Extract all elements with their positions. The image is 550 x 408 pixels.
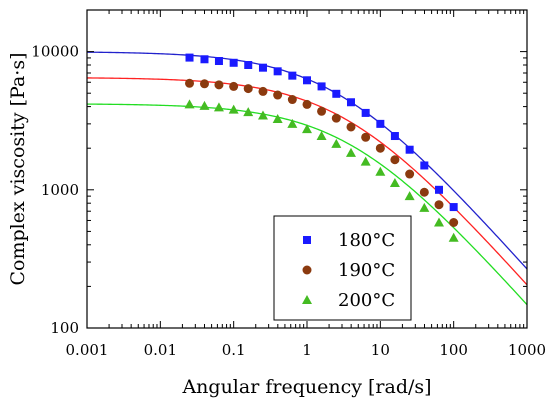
legend-marker: [303, 236, 311, 244]
data-point: [419, 187, 429, 197]
y-tick-labels: 100 1000 10000: [31, 43, 79, 337]
data-point: [405, 169, 415, 179]
data-point: [199, 100, 210, 110]
data-point: [317, 106, 327, 116]
legend: 180°C 190°C 200°C: [273, 215, 412, 321]
data-point: [302, 124, 312, 134]
data-point: [214, 80, 224, 90]
data-point: [243, 84, 253, 94]
data-point: [316, 131, 327, 141]
legend-label: 180°C: [338, 230, 395, 251]
legend-label: 200°C: [338, 290, 395, 311]
data-point: [288, 71, 297, 80]
data-point: [419, 202, 430, 212]
y-tick-label: 100: [50, 319, 79, 337]
data-point: [390, 132, 399, 141]
data-point: [332, 89, 341, 98]
data-point: [448, 232, 459, 242]
data-point: [243, 107, 254, 117]
data-point: [361, 132, 371, 142]
data-point: [229, 58, 238, 67]
x-tick-label: 100: [439, 341, 468, 359]
data-point: [273, 67, 282, 76]
data-point: [199, 79, 209, 89]
data-point: [272, 114, 283, 124]
y-tick-label: 1000: [41, 181, 79, 199]
data-point: [228, 104, 239, 114]
data-point: [389, 177, 400, 187]
data-point: [287, 118, 298, 128]
x-tick-label: 0.001: [66, 341, 109, 359]
data-point: [331, 138, 342, 148]
data-point: [420, 161, 429, 170]
data-markers: [184, 53, 459, 242]
y-axis-label: Complex viscosity [Pa·s]: [7, 53, 29, 286]
data-point: [331, 113, 341, 123]
data-point: [346, 98, 355, 107]
data-point: [346, 122, 356, 132]
data-point: [185, 53, 194, 62]
data-point: [257, 110, 268, 120]
data-point: [390, 155, 400, 165]
data-point: [273, 90, 283, 100]
legend-label: 190°C: [338, 260, 395, 281]
axis-ticks: [86, 9, 528, 329]
data-point: [376, 119, 385, 128]
data-point: [258, 63, 267, 72]
data-point: [434, 200, 444, 210]
x-tick-label: 0.1: [222, 341, 246, 359]
data-point: [361, 108, 370, 117]
legend-marker: [302, 265, 312, 275]
x-tick-label: 0.01: [144, 341, 177, 359]
data-point: [449, 217, 459, 227]
data-point: [375, 166, 386, 176]
data-point: [404, 191, 415, 201]
data-point: [449, 203, 458, 212]
data-point: [258, 86, 268, 96]
legend-box: [273, 215, 412, 321]
x-tick-label: 1: [302, 341, 312, 359]
x-axis-label: Angular frequency [rad/s]: [181, 376, 431, 398]
data-point: [405, 145, 414, 154]
data-point: [435, 185, 444, 194]
data-point: [184, 99, 195, 109]
data-point: [303, 76, 311, 85]
data-point: [244, 60, 253, 69]
data-point: [214, 57, 223, 66]
data-point: [375, 143, 385, 153]
data-point: [345, 147, 356, 157]
data-point: [185, 78, 195, 88]
data-point: [287, 95, 297, 105]
data-point: [302, 99, 312, 109]
x-tick-labels: 0.001 0.01 0.1 1 10 100 1000: [66, 341, 547, 359]
data-point: [434, 217, 445, 227]
x-tick-label: 10: [371, 341, 390, 359]
x-tick-label: 1000: [508, 341, 546, 359]
data-point: [200, 55, 209, 64]
legend-marker: [302, 295, 312, 304]
data-point: [317, 82, 326, 91]
data-point: [213, 102, 224, 112]
y-tick-label: 10000: [31, 43, 79, 61]
data-point: [360, 156, 371, 166]
data-point: [229, 81, 239, 91]
